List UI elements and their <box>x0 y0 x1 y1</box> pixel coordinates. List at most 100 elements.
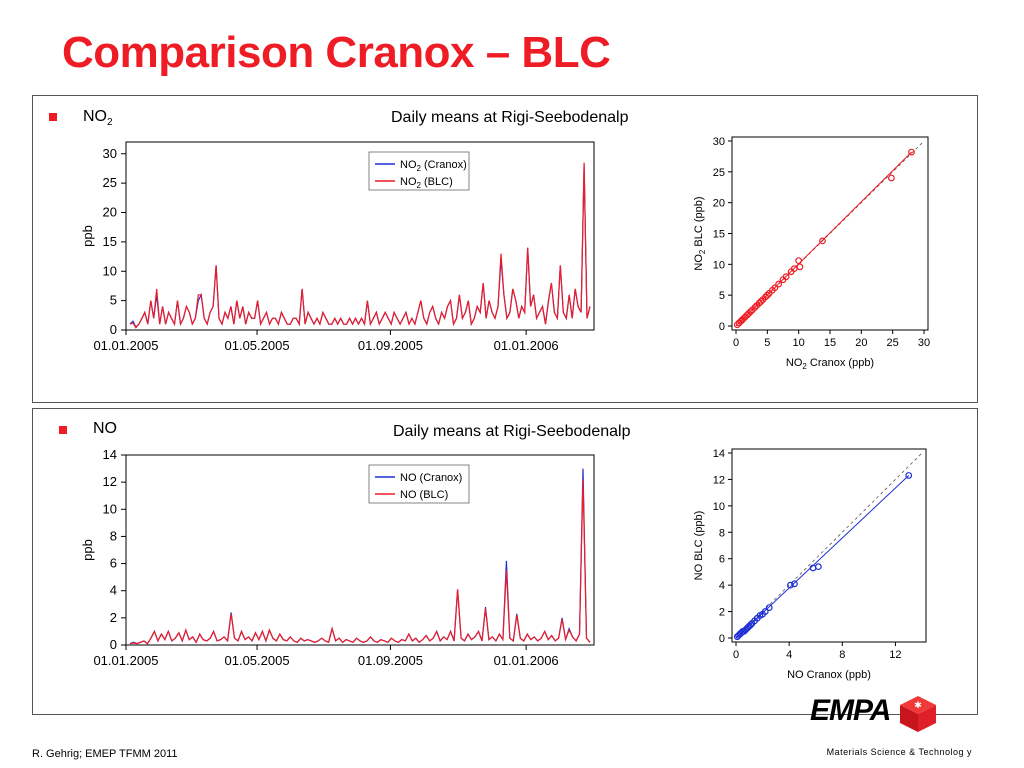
legend-entry: NO (Cranox) <box>400 472 462 484</box>
y-tick-label: 10 <box>713 259 725 271</box>
y-tick-label: 6 <box>719 554 725 566</box>
data-point <box>733 321 741 329</box>
data-point <box>782 273 790 281</box>
y-tick-label: 0 <box>719 321 725 333</box>
y-axis-label: ppb <box>80 539 95 561</box>
no-panel: NO Daily means at Rigi-Seebodenalp 0 2 4 6 8… <box>32 408 978 715</box>
data-point <box>740 315 747 323</box>
y-tick-label: 2 <box>719 607 725 619</box>
y-tick-label: 14 <box>713 448 725 460</box>
data-point <box>762 293 769 301</box>
y-tick-label: 15 <box>103 234 117 249</box>
x-axis-label: NO Cranox (ppb) <box>787 669 871 681</box>
data-point <box>755 299 763 307</box>
no-charts: 0 2 4 6 8 10 12 14 01.01.2005 01.05.2005 01.09.200… <box>80 447 927 681</box>
x-tick-label: 01.01.2006 <box>494 338 559 353</box>
x-tick-label: 8 <box>839 649 845 661</box>
data-point <box>888 174 895 182</box>
plot-frame <box>125 454 595 646</box>
data-point <box>763 291 771 299</box>
x-tick-label: 15 <box>824 337 836 349</box>
data-point <box>771 284 779 292</box>
footer-tagline: Materials Science & Technolog y <box>826 747 972 757</box>
x-tick-label: 0 <box>733 649 739 661</box>
plot-frame <box>125 141 595 331</box>
data-point <box>908 148 915 156</box>
data-point <box>757 297 765 305</box>
data-point <box>905 472 913 479</box>
no2-charts: 0 5 10 15 20 25 30 01.01.2005 01.05.2005 01.09.20… <box>80 136 930 371</box>
y-tick-label: 5 <box>110 293 117 308</box>
plot-frame <box>731 448 927 643</box>
y-tick-label: 25 <box>103 175 117 190</box>
data-point <box>761 608 769 615</box>
x-tick-label: 01.01.2005 <box>93 338 158 353</box>
section-subtitle: Daily means at Rigi-Seebodenalp <box>393 423 631 440</box>
footer-credit: R. Gehrig; EMEP TFMM 2011 <box>32 748 178 760</box>
y-tick-label: 30 <box>713 136 725 148</box>
legend-box <box>368 464 470 504</box>
empa-cube-icon: ✱ <box>900 696 936 732</box>
data-point <box>796 263 804 271</box>
x-tick-label: 20 <box>855 337 867 349</box>
y-tick-label: 20 <box>713 198 725 210</box>
bullet-icon <box>59 426 67 434</box>
no2-panel: NO2 Daily means at Rigi-Seebodenalp 0 5 10… <box>32 95 978 403</box>
y-tick-label: 10 <box>713 501 725 513</box>
x-tick-label: 01.05.2005 <box>225 338 290 353</box>
y-tick-label: 4 <box>110 583 117 598</box>
data-point <box>795 257 803 265</box>
y-axis-label: NO2 BLC (ppb) <box>693 196 707 270</box>
y-tick-label: 30 <box>103 146 117 161</box>
x-tick-label: 0 <box>733 337 739 349</box>
y-tick-label: 12 <box>103 474 117 489</box>
data-point <box>745 310 752 318</box>
y-tick-label: 12 <box>713 474 725 486</box>
y-tick-label: 5 <box>719 290 725 302</box>
x-tick-label: 10 <box>793 337 805 349</box>
legend-entry: NO (BLC) <box>400 489 448 501</box>
y-tick-label: 4 <box>719 580 725 592</box>
data-point <box>765 604 773 612</box>
y-tick-label: 20 <box>103 205 117 220</box>
y-tick-label: 8 <box>719 527 725 539</box>
data-point <box>819 237 826 245</box>
legend-entry: NO2 (Cranox) <box>400 159 467 173</box>
y-tick-label: 6 <box>110 556 117 571</box>
data-point <box>791 580 798 588</box>
one-to-one-line <box>735 452 923 639</box>
y-tick-label: 10 <box>103 501 117 516</box>
series-line-cranox <box>129 468 591 645</box>
y-axis-label: NO BLC (ppb) <box>693 511 705 581</box>
x-tick-label: 01.01.2006 <box>494 653 559 668</box>
y-tick-label: 15 <box>713 229 725 241</box>
y-tick-label: 14 <box>103 447 117 462</box>
section-label-no2: NO2 <box>83 108 113 129</box>
data-point <box>747 621 755 629</box>
y-tick-label: 0 <box>110 322 117 337</box>
y-tick-label: 0 <box>719 633 725 645</box>
section-subtitle: Daily means at Rigi-Seebodenalp <box>391 109 629 126</box>
data-point <box>814 563 822 571</box>
data-point <box>775 280 783 288</box>
x-tick-label: 5 <box>764 337 770 349</box>
no2-time-series-chart: 0 5 10 15 20 25 30 01.01.2005 01.05.2005 01.09.20… <box>80 141 595 353</box>
legend-entry: NO2 (BLC) <box>400 176 453 190</box>
series-line-blc <box>129 162 591 329</box>
series-line-blc <box>129 479 591 645</box>
y-tick-label: 10 <box>103 263 117 278</box>
bullet-icon <box>49 113 57 121</box>
x-tick-label: 30 <box>918 337 930 349</box>
y-tick-label: 8 <box>110 528 117 543</box>
y-axis-label: ppb <box>80 225 95 247</box>
series-line-cranox <box>129 165 591 329</box>
regression-line <box>735 475 910 639</box>
x-tick-label: 12 <box>889 649 901 661</box>
x-axis-label: NO2 Cranox (ppb) <box>786 357 874 371</box>
x-tick-label: 01.01.2005 <box>93 653 158 668</box>
svg-text:✱: ✱ <box>914 701 922 711</box>
y-tick-label: 25 <box>713 167 725 179</box>
no2-scatter-chart: 0 5 10 15 20 25 30 0 5 10 15 20 25 30 NO2 Cranox (ppb)… <box>693 136 930 371</box>
data-point <box>751 304 759 311</box>
page-title: Comparison Cranox – BLC <box>62 28 611 77</box>
